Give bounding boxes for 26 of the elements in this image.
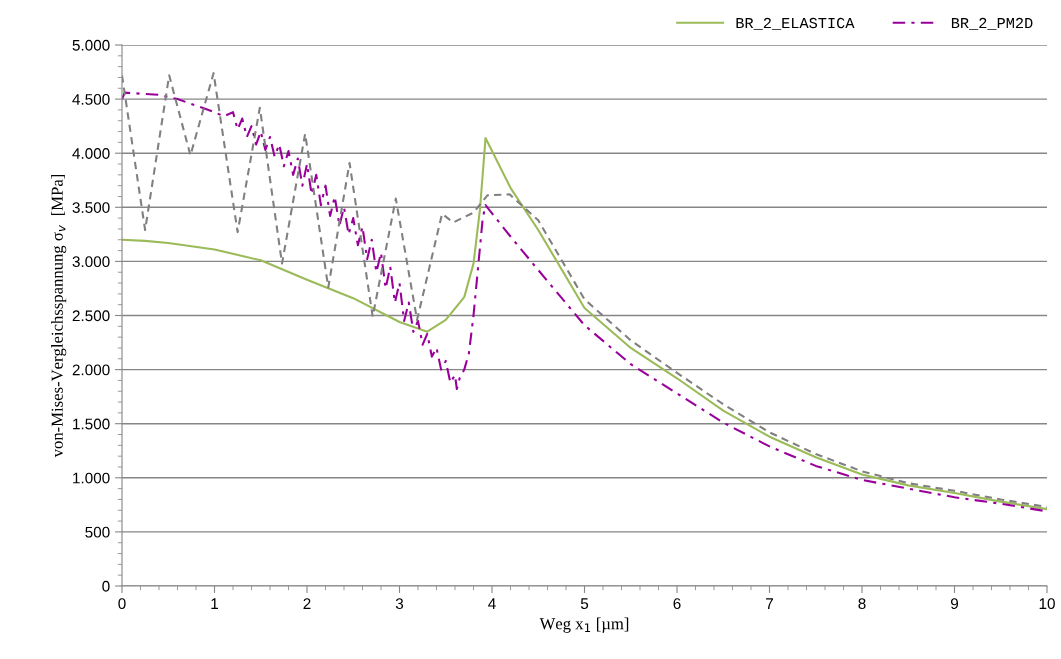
x-tick-label: 4	[488, 598, 496, 609]
x-tick-label: 0	[118, 598, 126, 610]
legend-label: BR_2_ELASTICA	[736, 17, 855, 30]
x-tick-label: 5	[580, 598, 589, 610]
x-axis-title: Weg x$_{1}$ [µm]	[539, 617, 629, 633]
y-tick-label: 4.500	[72, 93, 110, 105]
x-tick-label: 6	[673, 598, 681, 610]
y-tick-label: 5.000	[72, 39, 110, 51]
y-tick-label: 1.500	[73, 418, 110, 430]
x-tick-label: 9	[950, 598, 959, 610]
y-axis-title: von-Mises-Vergleichsspannung σ$_{v}$ [MPa]	[51, 174, 67, 458]
y-tick-label: 1.000	[73, 472, 110, 484]
x-tick-label: 1	[211, 598, 218, 609]
x-tick-label: 3	[395, 598, 404, 610]
y-tick-label: 0	[102, 580, 110, 592]
y-tick-label: 2.500	[72, 310, 110, 322]
y-tick-label: 4.000	[72, 148, 110, 159]
x-tick-label: 10	[1039, 598, 1055, 610]
y-tick-label: 2.000	[72, 364, 110, 376]
y-tick-label: 500	[85, 526, 110, 538]
x-tick-label: 7	[766, 598, 773, 609]
y-tick-label: 3.000	[72, 256, 110, 268]
y-tick-label: 3.500	[72, 202, 110, 213]
legend-label: BR_2_PM2D	[951, 17, 1033, 30]
x-tick-label: 8	[858, 598, 866, 610]
x-tick-label: 2	[303, 598, 311, 609]
